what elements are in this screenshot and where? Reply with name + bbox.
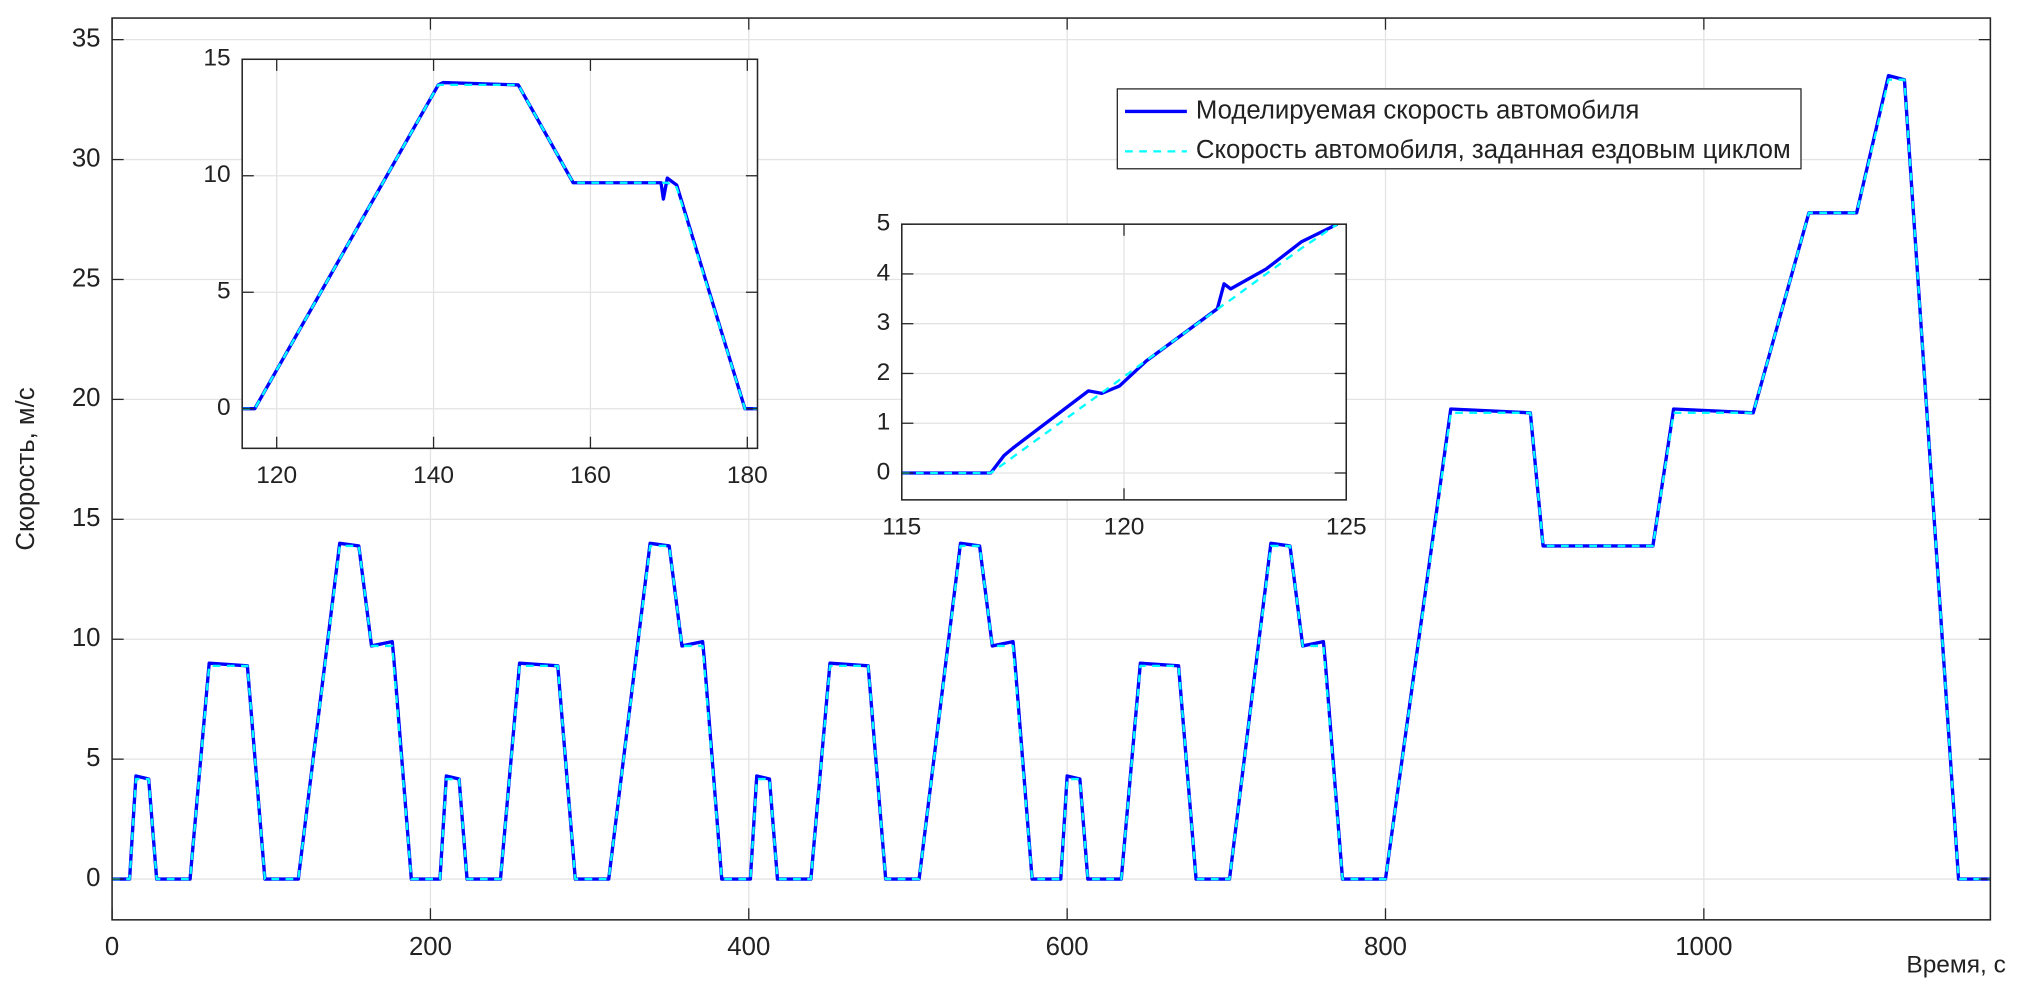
axes-frame xyxy=(241,58,759,450)
x-tick-label: 600 xyxy=(1046,933,1089,961)
y-tick-label: 4 xyxy=(877,259,891,286)
x-tick-label: 125 xyxy=(1326,514,1367,541)
y-tick-label: 10 xyxy=(203,161,230,188)
y-tick-label: 0 xyxy=(86,864,100,892)
x-tick-label: 120 xyxy=(1104,514,1145,541)
axes-frame xyxy=(111,17,1992,921)
legend: Моделируемая скорость автомобиля Скорость… xyxy=(1116,88,1802,170)
plot-area xyxy=(242,59,758,449)
plot: 115 120 125 0 1 2 3 4 5 xyxy=(877,210,1367,541)
y-tick-label: 5 xyxy=(86,744,100,772)
x-axis-label: Время, с xyxy=(1906,952,2005,979)
x-tick-label: 1000 xyxy=(1675,933,1732,961)
x-tick-label: 400 xyxy=(727,933,770,961)
y-tick-label: 5 xyxy=(877,210,891,237)
x-tick-label: 140 xyxy=(413,462,454,489)
y-tick-label: 30 xyxy=(72,144,101,172)
y-tick-label: 2 xyxy=(877,359,891,386)
x-tick-label: 115 xyxy=(882,514,921,541)
x-tick-label: 800 xyxy=(1364,933,1407,961)
series-line xyxy=(112,73,1991,881)
series-line xyxy=(242,80,758,411)
y-tick-label: 10 xyxy=(72,624,101,652)
x-tick-label: 0 xyxy=(105,933,119,961)
y-tick-label: 35 xyxy=(72,24,101,52)
y-tick-label: 3 xyxy=(877,309,891,336)
legend-label: Моделируемая скорость автомобиля xyxy=(1196,96,1639,124)
y-tick-label: 20 xyxy=(72,384,101,412)
legend-box xyxy=(1116,88,1802,170)
y-tick-label: 1 xyxy=(877,409,891,436)
y-tick-label: 5 xyxy=(217,278,231,305)
legend-label: Скорость автомобиля, заданная ездовым ци… xyxy=(1196,136,1791,164)
x-tick-label: 180 xyxy=(727,462,768,489)
x-tick-label: 200 xyxy=(409,933,452,961)
y-tick-label: 0 xyxy=(217,394,231,421)
y-tick-label: 25 xyxy=(72,264,101,292)
x-tick-label: 160 xyxy=(570,462,611,489)
series-line xyxy=(112,78,1991,881)
y-tick-label: 15 xyxy=(72,504,101,532)
y-axis-label: Скорость, м/с xyxy=(12,387,40,550)
y-tick-label: 15 xyxy=(203,45,230,72)
x-tick-label: 120 xyxy=(256,462,297,489)
plot: 120 140 160 180 0 5 10 15 xyxy=(203,45,767,489)
series-line xyxy=(901,224,1339,475)
y-tick-label: 0 xyxy=(877,458,891,485)
